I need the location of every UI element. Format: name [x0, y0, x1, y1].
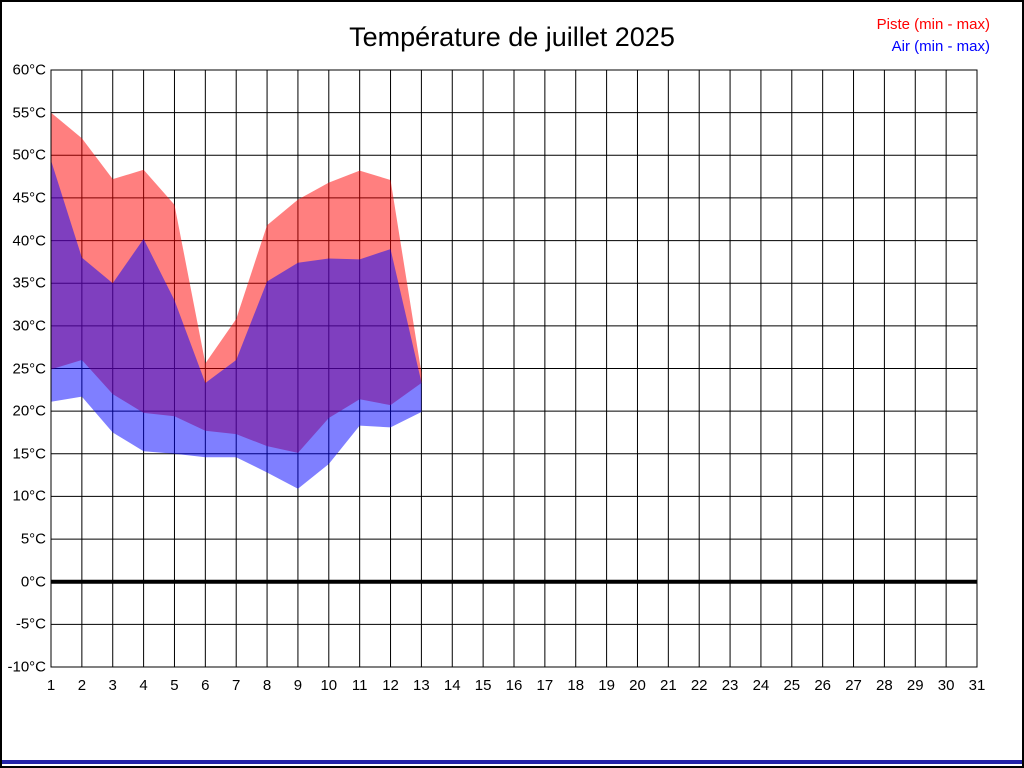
x-tick-label: 11 [351, 677, 368, 694]
y-tick-label: 45°C [12, 189, 46, 207]
air-minmax-band [51, 160, 422, 489]
x-tick-label: 27 [845, 677, 862, 694]
x-tick-label: 30 [937, 677, 955, 694]
x-tick-label: 2 [77, 677, 87, 694]
y-tick-label: 15°C [12, 445, 46, 463]
y-tick-label: 10°C [12, 487, 46, 505]
x-tick-label: 31 [968, 677, 986, 694]
x-tick-label: 19 [598, 677, 615, 694]
x-tick-label: 13 [413, 677, 430, 694]
legend-item-piste: Piste (min - max) [876, 16, 990, 33]
x-tick-label: 5 [170, 677, 179, 694]
x-tick-label: 10 [320, 677, 338, 694]
y-tick-label: -5°C [15, 615, 46, 633]
x-tick-label: 12 [382, 677, 399, 694]
y-tick-label: 40°C [12, 232, 46, 250]
chart-title: Température de juillet 2025 [349, 22, 675, 52]
y-tick-label: 60°C [12, 61, 46, 79]
plot-border [50, 69, 978, 668]
y-tick-label: 55°C [12, 104, 46, 122]
x-tick-label: 24 [752, 677, 770, 694]
y-tick-label: 25°C [12, 360, 46, 377]
x-tick-label: 25 [783, 677, 801, 694]
x-tick-label: 20 [629, 677, 646, 694]
bottom-border-bar [2, 760, 1022, 764]
y-tick-label: 5°C [20, 530, 46, 548]
y-tick-label: -10°C [7, 658, 46, 676]
x-tick-label: 14 [443, 677, 461, 694]
x-tick-label: 18 [567, 677, 585, 694]
x-tick-label: 17 [536, 677, 554, 694]
y-tick-label: 0°C [20, 573, 46, 591]
x-tick-label: 16 [505, 677, 523, 694]
x-tick-label: 8 [262, 677, 272, 694]
x-tick-label: 1 [46, 677, 56, 694]
y-tick-label: 20°C [12, 402, 46, 420]
chart-legend: Piste (min - max) Air (min - max) [877, 14, 990, 58]
x-tick-label: 15 [474, 677, 492, 694]
legend-item-air: Air (min - max) [891, 38, 990, 55]
x-tick-label: 26 [814, 677, 831, 694]
y-tick-label: 30°C [12, 317, 46, 335]
x-tick-label: 4 [139, 677, 148, 694]
x-tick-label: 21 [659, 677, 677, 694]
x-tick-label: 22 [690, 677, 708, 694]
x-tick-label: 9 [293, 677, 303, 694]
x-tick-label: 23 [721, 677, 739, 694]
x-tick-label: 7 [232, 677, 241, 694]
y-tick-label: 50°C [12, 146, 46, 164]
y-tick-label: 35°C [12, 274, 46, 292]
x-tick-label: 3 [108, 677, 117, 694]
x-tick-label: 6 [201, 677, 210, 694]
x-tick-label: 29 [906, 677, 924, 694]
x-tick-label: 28 [876, 677, 893, 694]
